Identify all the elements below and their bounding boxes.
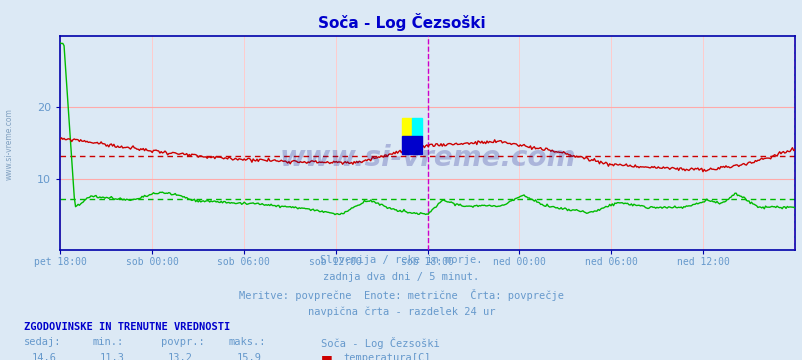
Text: ZGODOVINSKE IN TRENUTNE VREDNOSTI: ZGODOVINSKE IN TRENUTNE VREDNOSTI <box>24 322 230 332</box>
Text: 14,6: 14,6 <box>31 353 57 360</box>
Text: www.si-vreme.com: www.si-vreme.com <box>279 144 575 172</box>
Text: www.si-vreme.com: www.si-vreme.com <box>5 108 14 180</box>
Text: 15,9: 15,9 <box>236 353 261 360</box>
Text: Soča - Log Čezsoški: Soča - Log Čezsoški <box>321 337 439 349</box>
Text: min.:: min.: <box>92 337 124 347</box>
Bar <box>411 118 422 136</box>
Text: temperatura[C]: temperatura[C] <box>343 353 431 360</box>
Bar <box>401 118 411 136</box>
Text: ■: ■ <box>321 353 333 360</box>
Text: povpr.:: povpr.: <box>160 337 204 347</box>
Text: 13,2: 13,2 <box>168 353 193 360</box>
Text: Meritve: povprečne  Enote: metrične  Črta: povprečje: Meritve: povprečne Enote: metrične Črta:… <box>239 289 563 301</box>
Text: maks.:: maks.: <box>229 337 266 347</box>
Text: 11,3: 11,3 <box>99 353 125 360</box>
Bar <box>401 136 422 154</box>
Text: zadnja dva dni / 5 minut.: zadnja dva dni / 5 minut. <box>323 272 479 282</box>
Text: Soča - Log Čezsoški: Soča - Log Čezsoški <box>318 13 484 31</box>
Text: sedaj:: sedaj: <box>24 337 62 347</box>
Text: Slovenija / reke in morje.: Slovenija / reke in morje. <box>320 255 482 265</box>
Text: navpična črta - razdelek 24 ur: navpična črta - razdelek 24 ur <box>307 307 495 317</box>
